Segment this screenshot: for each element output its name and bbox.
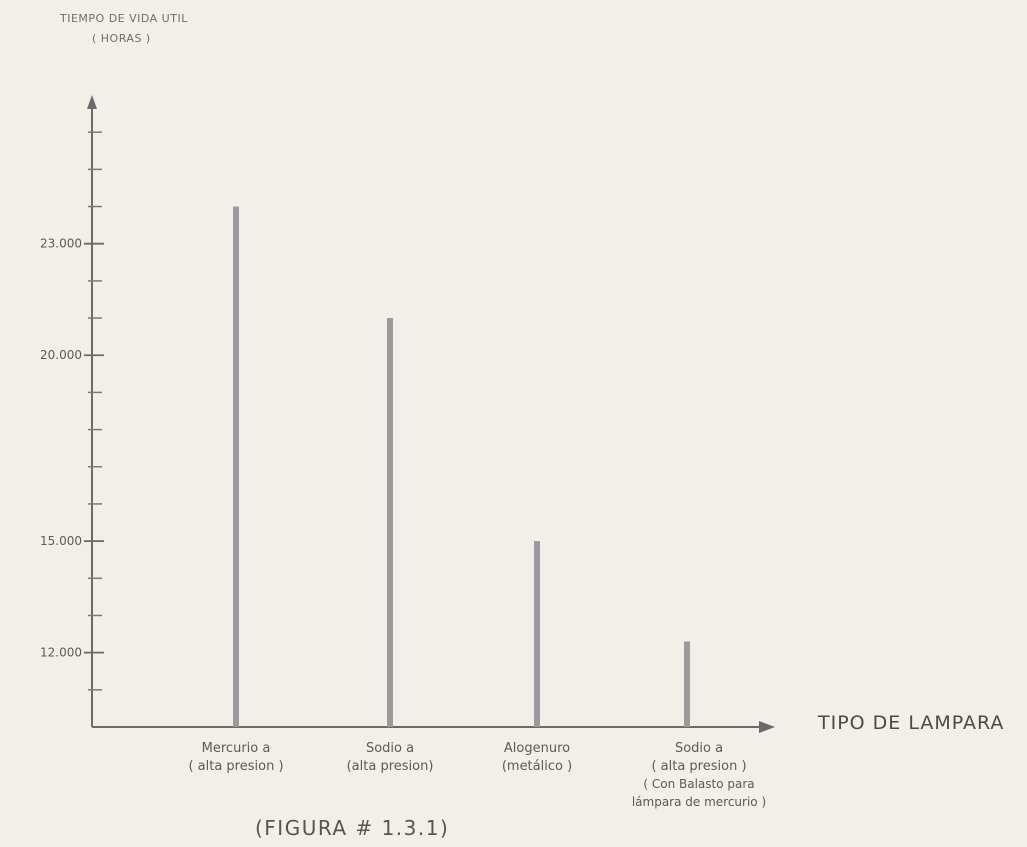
y-tick-label: 20.000 [40,348,82,362]
y-axis-title-line-2: ( HORAS ) [92,32,151,45]
x-category-label: ( alta presion ) [188,759,283,774]
x-axis-title: TIPO DE LAMPARA [818,712,1005,734]
bar [534,541,540,727]
x-category-label: Alogenuro [504,741,570,756]
x-category-label: Sodio a [366,741,414,756]
x-category-label: ( alta presion ) [651,759,746,774]
bar [233,206,239,727]
y-tick-label: 12.000 [40,646,82,660]
x-category-label: Sodio a [675,741,723,756]
x-category-label: lámpara de mercurio ) [632,795,766,809]
y-tick-label: 23.000 [40,237,82,251]
x-category-label: (metálico ) [502,759,572,774]
x-category-label: Mercurio a [202,741,271,756]
x-category-label: ( Con Balasto para [643,777,754,791]
x-axis-arrow [759,721,775,733]
y-tick-label: 15.000 [40,534,82,548]
y-axis-title-line-1: TIEMPO DE VIDA UTIL [60,12,188,25]
x-category-label: (alta presion) [347,759,434,774]
bar [684,641,690,727]
bar [387,318,393,727]
figure-caption: (FIGURA # 1.3.1) [255,816,450,840]
y-axis-arrow [87,95,97,109]
